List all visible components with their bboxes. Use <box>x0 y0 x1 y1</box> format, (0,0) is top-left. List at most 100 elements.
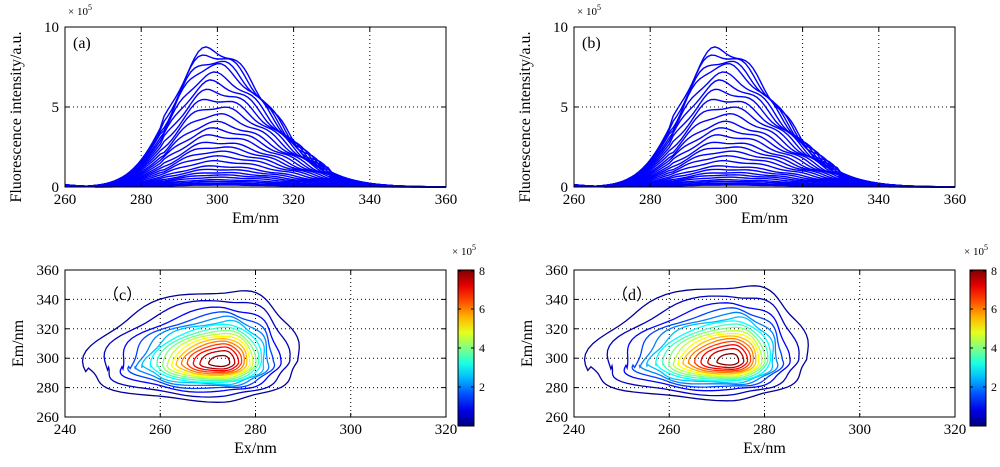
y-tick-label: 340 <box>37 292 60 308</box>
y-axis-label: Em/nm <box>10 319 27 367</box>
y-tick-label: 0 <box>52 180 60 196</box>
contour-line <box>134 315 270 387</box>
x-tick-label: 340 <box>359 192 382 208</box>
x-tick-label: 340 <box>868 192 891 208</box>
x-axis-label: Ex/nm <box>743 440 786 457</box>
y-tick-label: 280 <box>546 381 569 397</box>
panel-label: （d） <box>612 286 652 304</box>
x-tick-label: 280 <box>753 422 776 438</box>
plot-frame <box>64 26 447 188</box>
series-line <box>64 46 446 188</box>
x-tick-label: 300 <box>340 422 363 438</box>
panel-label: （c） <box>103 286 142 304</box>
colorbar-tick-label: 2 <box>991 380 997 394</box>
contour-line <box>682 335 757 375</box>
contour-line <box>631 307 785 388</box>
contour-line <box>186 343 243 373</box>
colorbar-tick-label: 4 <box>479 341 485 355</box>
contour-line <box>192 346 240 372</box>
series-group <box>573 46 956 188</box>
x-tick-label: 360 <box>944 192 967 208</box>
colorbar-tick-label: 6 <box>991 302 997 316</box>
panel-label: (b) <box>582 35 601 52</box>
contour-line <box>166 332 254 379</box>
contour-line <box>677 332 760 377</box>
contour-line <box>170 335 251 378</box>
series-line <box>573 60 955 188</box>
contour-line <box>668 326 766 379</box>
series-line <box>573 46 955 188</box>
contour-line <box>646 316 774 384</box>
x-axis-label: Em/nm <box>232 210 280 227</box>
panel-label: (a) <box>73 35 91 52</box>
contour-line <box>623 302 791 392</box>
y-tick-label: 10 <box>553 20 568 36</box>
contour-line <box>662 323 769 380</box>
contour-line <box>672 329 763 378</box>
x-tick-label: 280 <box>244 422 267 438</box>
contour-line <box>127 311 276 390</box>
colorbar: 2 4 6 8× 105 <box>452 243 485 427</box>
x-tick-label: 320 <box>435 422 458 438</box>
y-tick-label: 280 <box>37 381 60 397</box>
contour-line <box>583 285 809 402</box>
y-tick-label: 320 <box>37 322 60 338</box>
colorbar-tick-label: 2 <box>479 380 485 394</box>
series-group <box>64 46 447 188</box>
x-tick-label: 360 <box>435 192 458 208</box>
x-tick-label: 300 <box>849 422 872 438</box>
colorbar: 2 4 6 8× 105 <box>964 243 997 427</box>
series-line <box>64 60 446 188</box>
chart-panel-c: 240 260 280 300 320260280300320340360Ex/nmEm… <box>10 243 485 457</box>
colorbar-tick-label: 6 <box>479 302 485 316</box>
contour-line <box>199 350 236 370</box>
chart-panel-d: 240 260 280 300 320260280300320340360Ex/nmEm… <box>519 243 997 457</box>
y-tick-label: 260 <box>546 410 569 426</box>
x-axis-label: Ex/nm <box>234 440 277 457</box>
x-tick-label: 260 <box>563 192 586 208</box>
y-tick-label: 360 <box>546 263 569 279</box>
contour-line <box>693 340 752 372</box>
contour-line <box>149 323 263 384</box>
y-tick-label: 5 <box>52 100 60 116</box>
chart-panel-b: 260 280 300 320 340 360 0 5 10 Em/nm Fluorescence … <box>517 3 966 227</box>
contour-line <box>119 306 282 393</box>
x-tick-label: 240 <box>563 422 586 438</box>
x-tick-label: 260 <box>149 422 172 438</box>
y-axis-label: Fluorescence intensity/a.u. <box>8 31 25 202</box>
colorbar-tick-label: 8 <box>479 264 485 278</box>
contour-line <box>687 337 754 374</box>
x-tick-label: 280 <box>130 192 153 208</box>
contour-line <box>716 353 740 366</box>
y-axis-label: Em/nm <box>519 319 536 367</box>
y-tick-label: 300 <box>546 351 569 367</box>
contour-line <box>180 340 245 375</box>
contour-group <box>81 290 300 403</box>
y-axis-label: Fluorescence intensity/a.u. <box>517 31 534 202</box>
y-tick-label: 10 <box>44 20 59 36</box>
contour-line <box>81 290 300 403</box>
y-tick-label: 340 <box>546 292 569 308</box>
x-tick-label: 320 <box>282 192 305 208</box>
y-multiplier-label: × 105 <box>577 3 601 18</box>
contour-line <box>161 329 257 381</box>
contour-line <box>606 295 800 397</box>
contour-line <box>700 344 749 370</box>
x-tick-label: 320 <box>944 422 967 438</box>
y-multiplier-label: × 105 <box>68 3 92 18</box>
plot-frame <box>573 26 956 188</box>
colorbar-tick-label: 8 <box>991 264 997 278</box>
x-tick-label: 300 <box>715 192 738 208</box>
colorbar-multiplier-label: × 105 <box>452 243 476 258</box>
y-tick-label: 360 <box>37 263 60 279</box>
contour-line <box>707 348 745 369</box>
x-tick-label: 320 <box>791 192 814 208</box>
contour-line <box>103 299 291 398</box>
contour-line <box>141 319 265 386</box>
x-tick-label: 260 <box>54 192 77 208</box>
x-tick-label: 260 <box>658 422 681 438</box>
contour-line <box>638 311 779 386</box>
contour-line <box>655 320 772 382</box>
x-tick-label: 280 <box>639 192 662 208</box>
